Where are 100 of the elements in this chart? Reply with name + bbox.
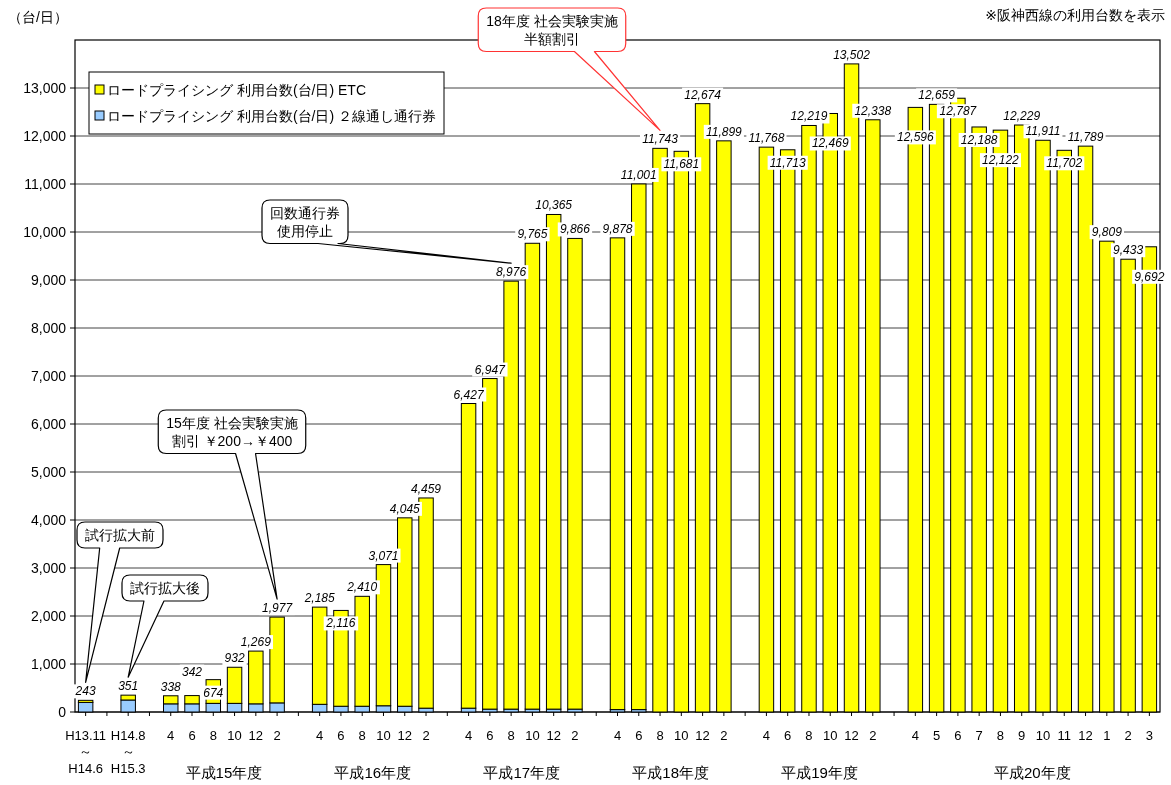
- x-tick-label: 6: [337, 728, 345, 743]
- legend-label: ロードプライシング 利用台数(台/日) ２線通し通行券: [107, 108, 436, 124]
- total-label: 12,229: [1003, 109, 1041, 124]
- y-tick-label: 4,000: [30, 512, 67, 528]
- x-tick-label: 6: [188, 728, 196, 743]
- total-label: 2,410: [346, 580, 378, 595]
- text: 平成17年度: [483, 764, 561, 781]
- x-tick-label: 12: [844, 728, 859, 743]
- total-label: 12,674: [684, 87, 722, 102]
- x-tick-label: 12: [397, 728, 412, 743]
- total-label: 12,122: [982, 153, 1020, 168]
- total-label: 11,789: [1067, 130, 1104, 145]
- text: 平成16年度: [334, 764, 412, 781]
- text: 平成18年度: [632, 764, 710, 781]
- total-label: 338: [160, 679, 182, 694]
- x-tick-label: 12: [248, 728, 264, 743]
- text: 平成20年度: [994, 764, 1071, 781]
- y-tick-label: 2,000: [30, 608, 67, 624]
- bar: [524, 242, 541, 710]
- x-tick-label: 2: [571, 728, 579, 743]
- total-label: 4,459: [411, 481, 442, 496]
- total-label: 2,185: [303, 591, 335, 606]
- x-tick-label: 10: [823, 728, 838, 743]
- x-tick-label: 10: [1035, 728, 1051, 743]
- y-tick-label: 10,000: [23, 224, 67, 240]
- total-label: 8,976: [496, 265, 527, 280]
- x-tick-label: 12: [1078, 728, 1093, 743]
- annotation: 18年度 社会実験実施半額割引: [486, 13, 618, 47]
- total-label: 1,269: [240, 635, 272, 650]
- y-tick-label: 11,000: [24, 176, 67, 192]
- x-tick-label: 10: [376, 728, 391, 743]
- total-label: 12,219: [790, 109, 828, 124]
- y-tick-label: 0: [58, 704, 67, 720]
- x-tick-label: 8: [507, 728, 515, 743]
- bar: [482, 378, 498, 710]
- total-label: 11,911: [1025, 124, 1061, 139]
- x-tick-label: 11: [1057, 728, 1072, 743]
- total-label: 12,787: [939, 104, 978, 119]
- total-label: 11,001: [620, 167, 657, 182]
- total-label: 9,692: [1134, 269, 1165, 284]
- x-tick-label: 3: [1145, 728, 1153, 743]
- bar: [609, 237, 626, 711]
- x-tick-label: 4: [911, 728, 919, 743]
- x-tick-label: 2: [422, 728, 430, 743]
- total-label: 674: [203, 685, 224, 700]
- total-label: 9,809: [1091, 225, 1123, 240]
- x-tick-label: 8: [358, 728, 366, 743]
- text: 平成15年度: [185, 764, 263, 781]
- bar: [460, 403, 477, 709]
- total-label: 3,071: [368, 548, 399, 563]
- total-label: 1,977: [262, 601, 294, 616]
- y-tick-label: 6,000: [30, 416, 67, 432]
- y-tick-label: 1,000: [30, 656, 67, 672]
- y-tick-label: 3,000: [30, 560, 67, 576]
- total-label: 12,596: [896, 130, 935, 145]
- x-tick-label: 2: [1124, 728, 1132, 743]
- x-tick-label: 4: [613, 728, 622, 743]
- total-label: 9,433: [1113, 243, 1144, 258]
- x-tick-label: 6: [486, 728, 494, 743]
- x-tick-label: 10: [674, 728, 689, 743]
- y-tick-label: 7,000: [30, 368, 67, 384]
- x-tick-label: 5: [933, 728, 941, 743]
- total-label: 9,878: [602, 221, 633, 236]
- text: 平成19年度: [781, 764, 858, 781]
- x-tick-label: 10: [227, 728, 242, 743]
- total-label: 11,768: [748, 131, 785, 146]
- y-tick-label: 9,000: [30, 272, 67, 288]
- annotation: 回数通行券使用停止: [270, 205, 340, 239]
- y-axis-title: （台/日）: [8, 9, 68, 25]
- annotation: 試行拡大前: [85, 527, 155, 543]
- x-tick-label: 1: [1103, 728, 1111, 743]
- x-tick-label: 12: [546, 728, 561, 743]
- x-tick-label: 10: [525, 728, 540, 743]
- y-tick-label: 12,000: [23, 128, 67, 144]
- bar: [418, 497, 434, 709]
- total-label: 6,947: [474, 362, 507, 377]
- total-label: 6,427: [453, 387, 485, 402]
- total-label: 243: [74, 684, 96, 699]
- x-tick-label: 12: [695, 728, 710, 743]
- total-label: 2,116: [325, 616, 356, 631]
- x-tick-label: 8: [656, 728, 664, 743]
- x-tick-label: 8: [805, 728, 813, 743]
- x-tick-label: 9: [1018, 728, 1026, 743]
- total-label: 11,681: [663, 157, 700, 172]
- annotation: 試行拡大後: [130, 580, 200, 596]
- bar: [567, 237, 583, 710]
- x-tick-label: H14.8 ～ H15.3: [110, 728, 146, 776]
- x-tick-label: H13.11 ～ H14.6: [65, 728, 107, 776]
- total-label: 11,702: [1046, 156, 1083, 171]
- total-label: 10,365: [535, 198, 573, 213]
- text: ※阪神西線の利用台数を表示: [985, 7, 1165, 23]
- total-label: 11,899: [705, 124, 743, 139]
- total-label: 9,765: [517, 227, 548, 242]
- total-label: 342: [181, 664, 203, 679]
- x-tick-label: 4: [316, 728, 324, 743]
- x-tick-label: 8: [996, 728, 1005, 743]
- total-label: 12,188: [960, 132, 998, 147]
- x-tick-label: 2: [720, 728, 728, 743]
- y-tick-label: 5,000: [30, 464, 67, 480]
- legend-label: ロードプライシング 利用台数(台/日) ETC: [107, 82, 366, 98]
